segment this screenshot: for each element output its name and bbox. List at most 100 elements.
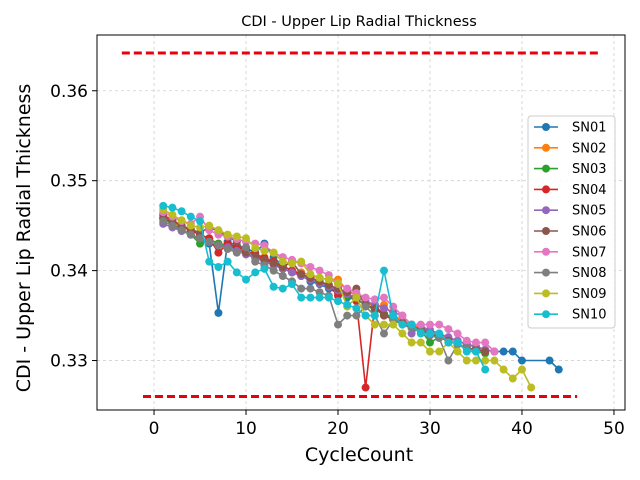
data-point xyxy=(315,293,324,302)
legend-marker xyxy=(542,206,550,215)
data-point xyxy=(545,356,554,365)
data-point xyxy=(379,311,388,320)
data-point xyxy=(389,311,398,320)
data-point xyxy=(379,266,388,275)
axis-ticks: 0 10 20 30 40 50 0.33 0.34 0.35 0.36 xyxy=(50,82,625,439)
data-point xyxy=(260,264,269,273)
plot-frame xyxy=(96,34,626,411)
data-point xyxy=(471,347,480,356)
legend-entry: SN07 xyxy=(534,245,607,260)
legend-label: SN10 xyxy=(572,308,607,323)
data-point xyxy=(278,257,287,266)
data-point xyxy=(471,356,480,365)
data-point xyxy=(508,347,517,356)
data-point xyxy=(177,226,186,235)
legend-label: SN05 xyxy=(572,204,607,219)
data-point xyxy=(444,325,453,334)
y-tick-label: 0.34 xyxy=(50,262,88,282)
legend-entry: SN08 xyxy=(534,266,607,281)
data-point xyxy=(214,248,223,257)
data-point xyxy=(232,268,241,277)
data-point xyxy=(398,311,407,320)
data-point xyxy=(177,216,186,225)
legend-label: SN06 xyxy=(572,225,607,240)
legend-marker xyxy=(542,310,550,319)
data-point xyxy=(361,383,370,392)
data-point xyxy=(334,320,343,329)
x-axis-label: CycleCount xyxy=(305,444,413,466)
data-point xyxy=(232,232,241,241)
legend-entry: SN06 xyxy=(534,225,607,240)
data-point xyxy=(324,293,333,302)
data-point xyxy=(379,329,388,338)
legend-marker xyxy=(542,268,550,277)
data-point xyxy=(370,320,379,329)
data-point xyxy=(205,237,214,246)
legend-entry: SN04 xyxy=(534,183,607,198)
data-point xyxy=(334,279,343,288)
legend-entry: SN09 xyxy=(534,287,607,302)
data-point xyxy=(517,365,526,374)
data-point xyxy=(251,268,260,277)
legend-entry: SN01 xyxy=(534,121,607,136)
data-point xyxy=(490,356,499,365)
data-point xyxy=(435,347,444,356)
data-point xyxy=(196,234,205,243)
legend-marker xyxy=(542,123,550,131)
data-point xyxy=(214,308,223,317)
data-point xyxy=(499,347,508,356)
legend-label: SN01 xyxy=(572,121,607,136)
data-point xyxy=(269,282,278,291)
data-point xyxy=(453,338,462,347)
data-point xyxy=(315,266,324,275)
legend-entry: SN03 xyxy=(534,162,607,177)
data-point xyxy=(407,320,416,329)
data-point xyxy=(453,329,462,338)
data-point xyxy=(343,284,352,293)
x-tick-label: 20 xyxy=(327,419,349,439)
data-point xyxy=(288,280,297,289)
data-point xyxy=(278,272,287,281)
y-tick-label: 0.35 xyxy=(50,172,88,192)
data-point xyxy=(288,259,297,268)
data-point xyxy=(159,217,168,226)
data-point xyxy=(425,347,434,356)
data-point xyxy=(214,263,223,272)
data-point xyxy=(168,210,177,219)
data-point xyxy=(379,304,388,313)
data-point xyxy=(462,356,471,365)
legend-entry: SN10 xyxy=(534,308,607,323)
x-tick-label: 0 xyxy=(149,419,160,439)
legend-entry: SN05 xyxy=(534,204,607,219)
data-point xyxy=(481,338,490,347)
data-point xyxy=(242,275,251,284)
legend-label: SN08 xyxy=(572,266,607,281)
data-point xyxy=(343,300,352,309)
data-point xyxy=(196,217,205,226)
data-point xyxy=(398,320,407,329)
data-point xyxy=(361,311,370,320)
data-point xyxy=(242,243,251,252)
data-point xyxy=(214,241,223,250)
legend-entry: SN02 xyxy=(534,141,607,156)
data-point xyxy=(517,356,526,365)
data-point xyxy=(416,338,425,347)
data-point xyxy=(425,320,434,329)
data-point xyxy=(462,347,471,356)
data-point xyxy=(306,293,315,302)
data-point xyxy=(361,302,370,311)
data-point xyxy=(177,207,186,216)
data-point xyxy=(297,257,306,266)
data-point xyxy=(481,365,490,374)
chart-title: CDI - Upper Lip Radial Thickness xyxy=(241,14,477,30)
data-point xyxy=(205,257,214,266)
data-point xyxy=(352,311,361,320)
y-tick-label: 0.36 xyxy=(50,82,88,102)
data-point xyxy=(370,311,379,320)
data-point xyxy=(260,246,269,255)
data-point xyxy=(186,212,195,221)
data-point xyxy=(343,311,352,320)
legend-label: SN02 xyxy=(572,141,607,156)
data-point xyxy=(444,356,453,365)
